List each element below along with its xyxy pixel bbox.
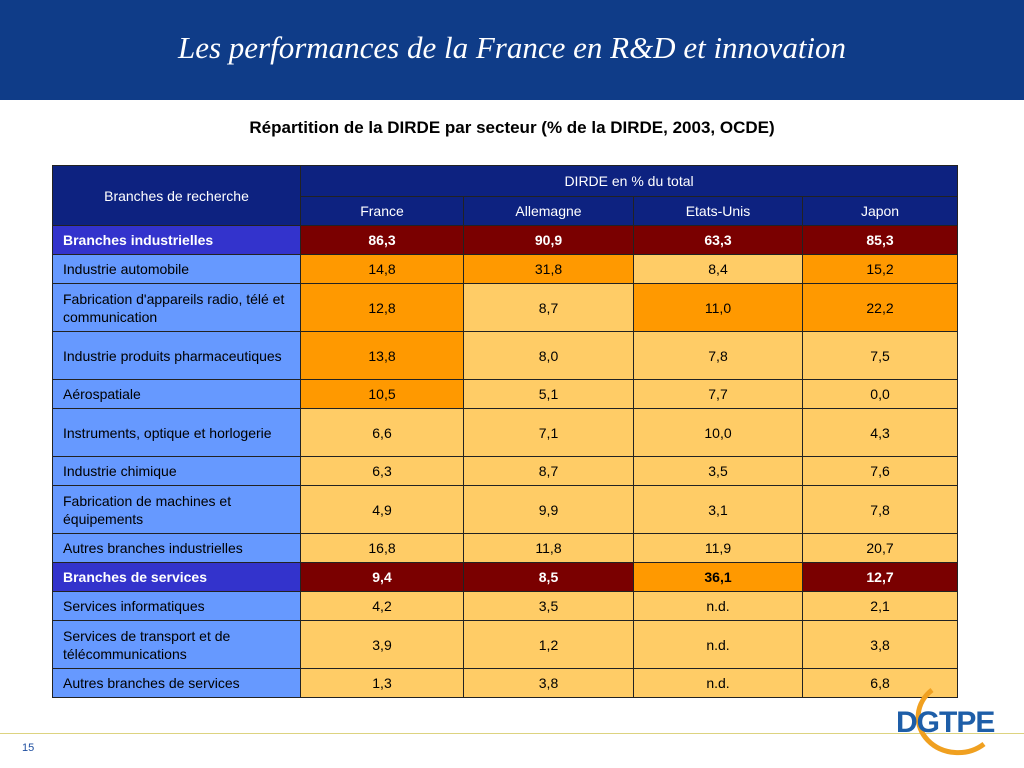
slide-title: Les performances de la France en R&D et … [177, 30, 847, 65]
table-cell: 8,0 [463, 331, 634, 380]
table-cell: 1,3 [300, 668, 464, 698]
table-row: Fabrication de machines et équipements 4… [52, 485, 959, 534]
row-label: Industrie chimique [52, 456, 301, 486]
row-label: Fabrication d'appareils radio, télé et c… [52, 283, 301, 332]
slide-header: Les performances de la France en R&D et … [0, 0, 1024, 100]
table-cell: 11,0 [633, 283, 803, 332]
group-header: DIRDE en % du total [299, 165, 959, 197]
table-cell: 9,9 [463, 485, 634, 534]
row-label: Industrie produits pharmaceutiques [52, 331, 301, 380]
page-number: 15 [22, 742, 35, 754]
table-row: Industrie automobile 14,8 31,8 8,4 15,2 [52, 254, 959, 284]
table-caption: Répartition de la DIRDE par secteur (% d… [249, 118, 775, 137]
table-cell: 8,7 [463, 456, 634, 486]
table-cell: 63,3 [633, 225, 803, 255]
table-cell: 16,8 [300, 533, 464, 563]
table-cell: 2,1 [801, 591, 959, 621]
table-cell: 85,3 [801, 225, 959, 255]
row-label: Aérospatiale [52, 379, 301, 409]
table-cell: 7,8 [801, 485, 959, 534]
col-header-france: France [300, 196, 464, 226]
table-cell: 4,9 [300, 485, 464, 534]
col-header-allemagne: Allemagne [463, 196, 634, 226]
table-cell: 3,9 [300, 620, 464, 669]
table-cell: 3,5 [633, 456, 803, 486]
table-cell: 7,8 [633, 331, 803, 380]
table-cell: 0,0 [801, 379, 959, 409]
table-row: Fabrication d'appareils radio, télé et c… [52, 283, 959, 332]
table-cell: 6,3 [300, 456, 464, 486]
table-cell: 22,2 [801, 283, 959, 332]
table-cell: 9,4 [300, 562, 464, 592]
table-cell: 20,7 [801, 533, 959, 563]
table-cell: 4,2 [300, 591, 464, 621]
table-cell: n.d. [633, 668, 803, 698]
table-row: Industrie produits pharmaceutiques 13,8 … [52, 331, 959, 380]
table-cell: 7,6 [801, 456, 959, 486]
row-label: Branches de services [52, 562, 301, 592]
row-label: Services informatiques [52, 591, 301, 621]
table-cell: 12,8 [300, 283, 464, 332]
row-label: Services de transport et de télécommunic… [52, 620, 301, 669]
row-label: Branches industrielles [52, 225, 301, 255]
table-cell: 7,1 [463, 408, 634, 457]
table-row: Instruments, optique et horlogerie 6,6 7… [52, 408, 959, 457]
col-header-etats-unis: Etats-Unis [633, 196, 803, 226]
table-cell: 8,7 [463, 283, 634, 332]
table-cell: 11,9 [633, 533, 803, 563]
table-cell: 8,4 [633, 254, 803, 284]
table-cell: 3,8 [801, 620, 959, 669]
table-cell: 3,8 [463, 668, 634, 698]
table-cell: 31,8 [463, 254, 634, 284]
table-cell: 14,8 [300, 254, 464, 284]
footer-divider [0, 733, 1024, 734]
table-cell: 90,9 [463, 225, 634, 255]
table-row: Services de transport et de télécommunic… [52, 620, 959, 669]
table-cell: 8,5 [463, 562, 634, 592]
table-cell: 10,5 [300, 379, 464, 409]
dgtpe-logo: DGTPE [888, 684, 998, 756]
table-cell: 5,1 [463, 379, 634, 409]
table-cell: n.d. [633, 620, 803, 669]
table-cell: 6,8 [801, 668, 959, 698]
table-row-section: Branches industrielles 86,3 90,9 63,3 85… [52, 225, 959, 255]
row-label: Autres branches de services [52, 668, 301, 698]
row-label: Industrie automobile [52, 254, 301, 284]
table-row: Autres branches industrielles 16,8 11,8 … [52, 533, 959, 563]
table-cell: 7,5 [801, 331, 959, 380]
table-row: Services informatiques 4,2 3,5 n.d. 2,1 [52, 591, 959, 621]
table-cell: 3,5 [463, 591, 634, 621]
row-label: Instruments, optique et horlogerie [52, 408, 301, 457]
table-cell: 1,2 [463, 620, 634, 669]
logo-text: DGTPE [896, 706, 995, 739]
table-cell: 10,0 [633, 408, 803, 457]
table-cell: 13,8 [300, 331, 464, 380]
table-row: Aérospatiale 10,5 5,1 7,7 0,0 [52, 379, 959, 409]
table-row: Industrie chimique 6,3 8,7 3,5 7,6 [52, 456, 959, 486]
logo-ring-icon [915, 688, 986, 756]
corner-header: Branches de recherche [52, 165, 301, 226]
table-row-section: Branches de services 9,4 8,5 36,1 12,7 [52, 562, 959, 592]
table-cell: 36,1 [633, 562, 803, 592]
dirde-table: Branches de recherche DIRDE en % du tota… [52, 165, 959, 698]
table-cell: 11,8 [463, 533, 634, 563]
table-cell: 12,7 [801, 562, 959, 592]
table-cell: n.d. [633, 591, 803, 621]
row-label: Autres branches industrielles [52, 533, 301, 563]
table-cell: 6,6 [300, 408, 464, 457]
row-label: Fabrication de machines et équipements [52, 485, 301, 534]
table-cell: 4,3 [801, 408, 959, 457]
table-cell: 86,3 [300, 225, 464, 255]
table-row: Autres branches de services 1,3 3,8 n.d.… [52, 668, 959, 698]
table-cell: 15,2 [801, 254, 959, 284]
table-cell: 7,7 [633, 379, 803, 409]
col-header-japon: Japon [801, 196, 959, 226]
table-cell: 3,1 [633, 485, 803, 534]
